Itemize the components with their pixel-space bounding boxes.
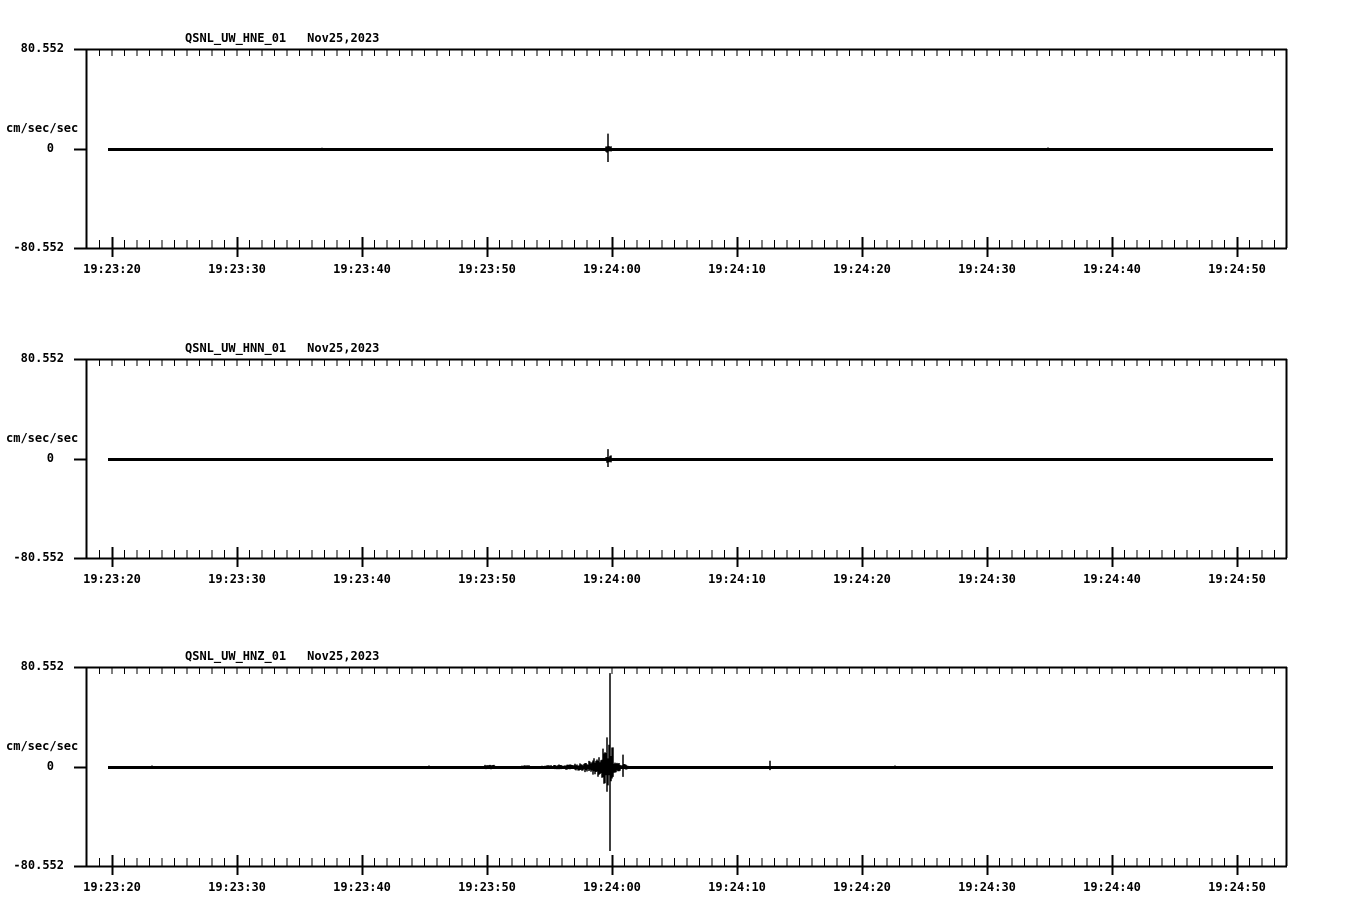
x-tick-label: 19:24:20: [833, 262, 891, 276]
x-tick-label: 19:23:50: [458, 572, 516, 586]
y-axis-max-label: 80.552: [20, 351, 64, 365]
x-tick-label: 19:23:40: [333, 262, 391, 276]
station-id: QSNL_UW_HNE_01: [185, 31, 287, 45]
x-tick-label: 19:24:10: [708, 262, 766, 276]
y-axis-unit-label: cm/sec/sec: [6, 121, 79, 135]
y-axis-max-label: 80.552: [20, 41, 64, 55]
x-tick-label: 19:23:50: [458, 880, 516, 894]
station-id: QSNL_UW_HNZ_01: [185, 649, 287, 663]
x-tick-label: 19:24:50: [1208, 572, 1266, 586]
date-label: Nov25,2023: [307, 31, 380, 45]
y-axis-unit-label: cm/sec/sec: [6, 739, 79, 753]
waveform-trace: [605, 449, 612, 467]
y-axis-min-label: -80.552: [13, 240, 64, 254]
x-tick-label: 19:23:30: [208, 880, 266, 894]
y-axis-max-label: 80.552: [20, 659, 64, 673]
panel-title: QSNL_UW_HNE_01 Nov25,2023: [185, 32, 379, 45]
x-tick-label: 19:24:00: [583, 262, 641, 276]
x-tick-label: 19:23:40: [333, 880, 391, 894]
x-tick-label: 19:24:50: [1208, 880, 1266, 894]
date-label: Nov25,2023: [307, 341, 380, 355]
x-tick-label: 19:24:00: [583, 572, 641, 586]
y-axis-zero-label: 0: [46, 759, 54, 773]
x-tick-label: 19:23:30: [208, 572, 266, 586]
x-tick-label: 19:24:30: [958, 880, 1016, 894]
y-axis-min-label: -80.552: [13, 858, 64, 872]
x-tick-label: 19:23:40: [333, 572, 391, 586]
x-tick-label: 19:24:00: [583, 880, 641, 894]
y-axis-unit-label: cm/sec/sec: [6, 431, 79, 445]
x-tick-label: 19:24:30: [958, 572, 1016, 586]
x-tick-label: 19:24:20: [833, 572, 891, 586]
x-tick-label: 19:23:20: [83, 262, 141, 276]
station-id: QSNL_UW_HNN_01: [185, 341, 287, 355]
x-tick-label: 19:24:40: [1083, 572, 1141, 586]
x-tick-label: 19:24:10: [708, 572, 766, 586]
x-tick-label: 19:23:20: [83, 572, 141, 586]
y-axis-zero-label: 0: [46, 141, 54, 155]
panel-title: QSNL_UW_HNN_01 Nov25,2023: [185, 342, 379, 355]
x-tick-label: 19:24:40: [1083, 262, 1141, 276]
x-tick-label: 19:23:50: [458, 262, 516, 276]
date-label: Nov25,2023: [307, 649, 380, 663]
x-tick-label: 19:24:30: [958, 262, 1016, 276]
x-tick-label: 19:24:40: [1083, 880, 1141, 894]
x-tick-label: 19:24:50: [1208, 262, 1266, 276]
x-tick-label: 19:23:30: [208, 262, 266, 276]
y-axis-zero-label: 0: [46, 451, 54, 465]
waveform-trace: [321, 133, 1049, 162]
x-tick-label: 19:23:20: [83, 880, 141, 894]
waveform-trace: [151, 673, 896, 851]
x-tick-label: 19:24:20: [833, 880, 891, 894]
x-tick-label: 19:24:10: [708, 880, 766, 894]
y-axis-min-label: -80.552: [13, 550, 64, 564]
panel-title: QSNL_UW_HNZ_01 Nov25,2023: [185, 650, 379, 663]
